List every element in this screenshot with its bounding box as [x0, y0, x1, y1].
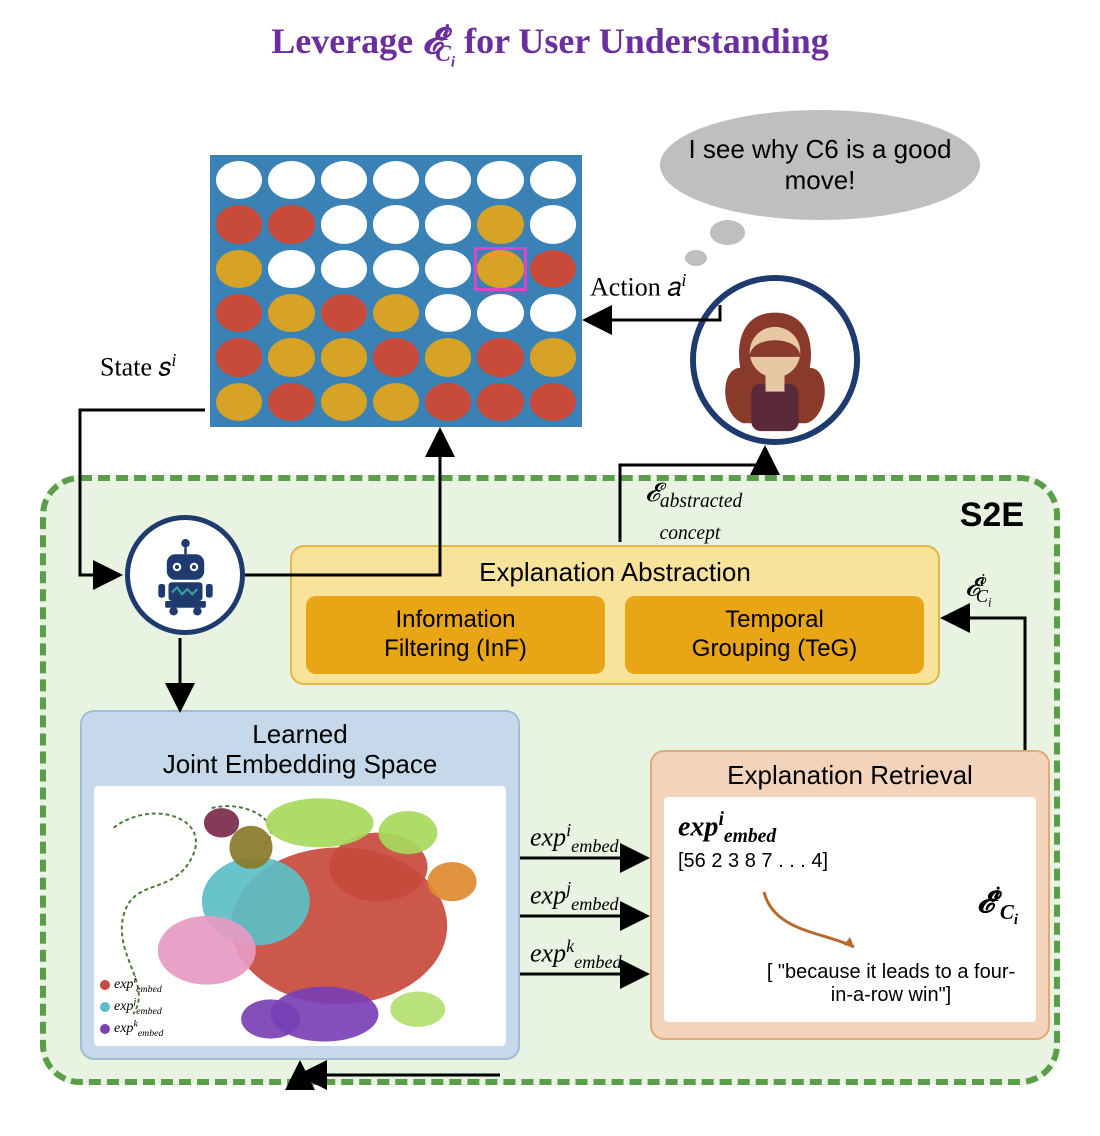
- board-cell: [530, 338, 576, 376]
- board-cell: [373, 338, 419, 376]
- board-cell: [321, 205, 367, 243]
- board-cell: [425, 294, 471, 332]
- retrieval-box: Explanation Retrieval expiembed [56 2 3 …: [650, 750, 1050, 1040]
- board-cell: [268, 294, 314, 332]
- legend-item: expiembed: [100, 975, 163, 997]
- label-eps-ci: 𝓔iCi: [965, 570, 992, 610]
- retrieval-eps-label: 𝓔iCi: [977, 882, 1018, 929]
- board-cell: [321, 161, 367, 199]
- board-cell: [530, 161, 576, 199]
- embedding-legend: expiembedexpjembedexpkembed: [100, 975, 163, 1040]
- board-cell: [216, 161, 262, 199]
- board-cell: [530, 250, 576, 288]
- board-cell: [216, 338, 262, 376]
- board-cell: [268, 250, 314, 288]
- embedding-visualization: expiembedexpjembedexpkembed: [94, 786, 506, 1046]
- embedding-title: Learned Joint Embedding Space: [94, 720, 506, 780]
- board-cell: [321, 338, 367, 376]
- board-cell: [477, 161, 523, 199]
- board-cell: [530, 205, 576, 243]
- retrieval-exp-label: expiembed: [678, 809, 1022, 848]
- board-cell: [216, 383, 262, 421]
- board-cell: [477, 338, 523, 376]
- board-cell: [373, 294, 419, 332]
- title-suffix: for User Understanding: [455, 21, 829, 61]
- board-cell: [268, 383, 314, 421]
- robot-agent: [125, 515, 245, 635]
- board-cell: [216, 250, 262, 288]
- retrieval-vector: [56 2 3 8 7 . . . 4]: [678, 850, 1022, 873]
- label-action: Action 𝑎i: [590, 270, 686, 304]
- abstraction-pills: Information Filtering (InF) Temporal Gro…: [306, 596, 924, 674]
- board-cell: [425, 338, 471, 376]
- board-cell: [530, 294, 576, 332]
- user-avatar: [690, 275, 860, 445]
- diagram-canvas: Leverage 𝓔iCi for User Understanding I s…: [20, 20, 1080, 1116]
- pill-teg-l2: Grouping (TeG): [692, 635, 857, 662]
- label-eps-abstracted: 𝓔abstracted concept: [645, 480, 742, 543]
- retrieval-content: expiembed [56 2 3 8 7 . . . 4] 𝓔iCi [ "b…: [664, 797, 1036, 1022]
- explanation-abstraction-box: Explanation Abstraction Information Filt…: [290, 545, 940, 685]
- thought-dot-2: [685, 250, 707, 266]
- board-cell: [477, 205, 523, 243]
- pill-teg: Temporal Grouping (TeG): [625, 596, 924, 674]
- pill-inf-l1: Information: [395, 606, 515, 633]
- board-cell: [425, 161, 471, 199]
- board-cell: [268, 205, 314, 243]
- board-highlight: [474, 247, 526, 291]
- board-cell: [425, 383, 471, 421]
- embedding-box: Learned Joint Embedding Space: [80, 710, 520, 1060]
- pill-inf: Information Filtering (InF): [306, 596, 605, 674]
- thought-text: I see why C6 is a good move!: [660, 110, 980, 220]
- board-cell: [321, 383, 367, 421]
- label-exp-k: expkembed: [530, 936, 622, 973]
- s2e-label: S2E: [960, 496, 1024, 535]
- board-cell: [321, 250, 367, 288]
- title-symbol: 𝓔iCi: [422, 21, 455, 61]
- legend-item: expjembed: [100, 996, 163, 1018]
- board-cell: [268, 338, 314, 376]
- board-cell: [216, 294, 262, 332]
- page-title: Leverage 𝓔iCi for User Understanding: [20, 20, 1080, 72]
- board-cell: [373, 205, 419, 243]
- label-state: State 𝑠i: [100, 350, 176, 384]
- board-cell: [425, 250, 471, 288]
- board-cell: [373, 383, 419, 421]
- pill-teg-l1: Temporal: [725, 606, 824, 633]
- board-cell: [216, 205, 262, 243]
- board-cell: [425, 205, 471, 243]
- abstraction-title: Explanation Abstraction: [306, 557, 924, 588]
- title-prefix: Leverage: [271, 21, 422, 61]
- board-cell: [477, 383, 523, 421]
- retrieval-title: Explanation Retrieval: [664, 760, 1036, 791]
- retrieval-arrow-icon: [754, 882, 874, 962]
- label-exp-j: expjembed: [530, 878, 619, 915]
- board-cell: [477, 294, 523, 332]
- thought-bubble: I see why C6 is a good move!: [660, 110, 980, 250]
- board-cell: [321, 294, 367, 332]
- thought-dot-1: [710, 220, 745, 245]
- board-cell: [530, 383, 576, 421]
- board-cell: [268, 161, 314, 199]
- legend-item: expkembed: [100, 1018, 163, 1040]
- embedding-title-l2: Joint Embedding Space: [163, 749, 438, 779]
- embedding-title-l1: Learned: [252, 719, 347, 749]
- retrieval-result: [ "because it leads to a four-in-a-row w…: [761, 961, 1021, 1007]
- pill-inf-l2: Filtering (InF): [384, 635, 527, 662]
- label-exp-i: expiembed: [530, 820, 619, 857]
- board-cell: [373, 250, 419, 288]
- board-cell: [373, 161, 419, 199]
- connect4-board: [210, 155, 582, 427]
